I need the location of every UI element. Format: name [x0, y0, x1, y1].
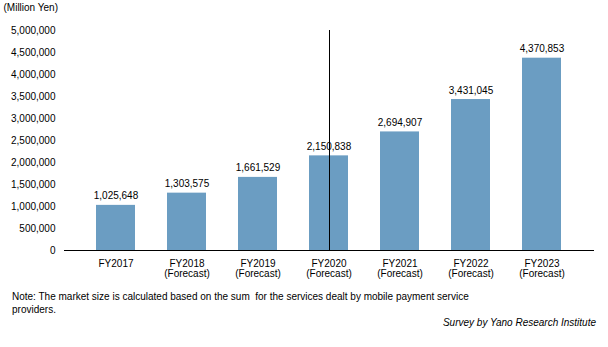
svg-text:1,500,000: 1,500,000 — [11, 179, 56, 190]
svg-text:FY2023(Forecast): FY2023(Forecast) — [519, 258, 565, 279]
svg-text:(Million Yen): (Million Yen) — [4, 2, 58, 13]
svg-text:3,431,045: 3,431,045 — [449, 85, 494, 96]
html-text:providers.: providers. — [12, 304, 56, 315]
svg-text:4,500,000: 4,500,000 — [11, 47, 56, 58]
svg-text:FY2021(Forecast): FY2021(Forecast) — [377, 258, 423, 279]
svg-text:FY2020(Forecast): FY2020(Forecast) — [306, 258, 352, 279]
svg-text:500,000: 500,000 — [19, 223, 56, 234]
svg-text:1,303,575: 1,303,575 — [165, 178, 210, 189]
svg-text:2,000,000: 2,000,000 — [11, 157, 56, 168]
html-text:Note: The market size is calcu: Note: The market size is calculated base… — [12, 291, 469, 302]
svg-text:3,000,000: 3,000,000 — [11, 113, 56, 124]
svg-text:FY2018(Forecast): FY2018(Forecast) — [164, 258, 210, 279]
html-text:Survey by Yano Research Instit: Survey by Yano Research Institute — [443, 317, 596, 328]
svg-text:2,500,000: 2,500,000 — [11, 135, 56, 146]
svg-text:2,150,838: 2,150,838 — [306, 140, 352, 152]
svg-text:5,000,000: 5,000,000 — [11, 25, 56, 36]
svg-text:3,500,000: 3,500,000 — [11, 91, 56, 102]
svg-text:0: 0 — [50, 245, 56, 256]
svg-text:4,000,000: 4,000,000 — [11, 69, 56, 80]
svg-text:FY2019(Forecast): FY2019(Forecast) — [235, 258, 281, 279]
svg-text:1,025,648: 1,025,648 — [94, 190, 139, 201]
svg-text:1,661,529: 1,661,529 — [236, 162, 281, 173]
svg-text:4,370,853: 4,370,853 — [520, 43, 565, 54]
svg-text:FY2017: FY2017 — [98, 258, 133, 269]
svg-text:1,000,000: 1,000,000 — [11, 201, 56, 212]
svg-text:FY2022(Forecast): FY2022(Forecast) — [448, 258, 494, 279]
svg-text:2,694,907: 2,694,907 — [378, 117, 423, 128]
